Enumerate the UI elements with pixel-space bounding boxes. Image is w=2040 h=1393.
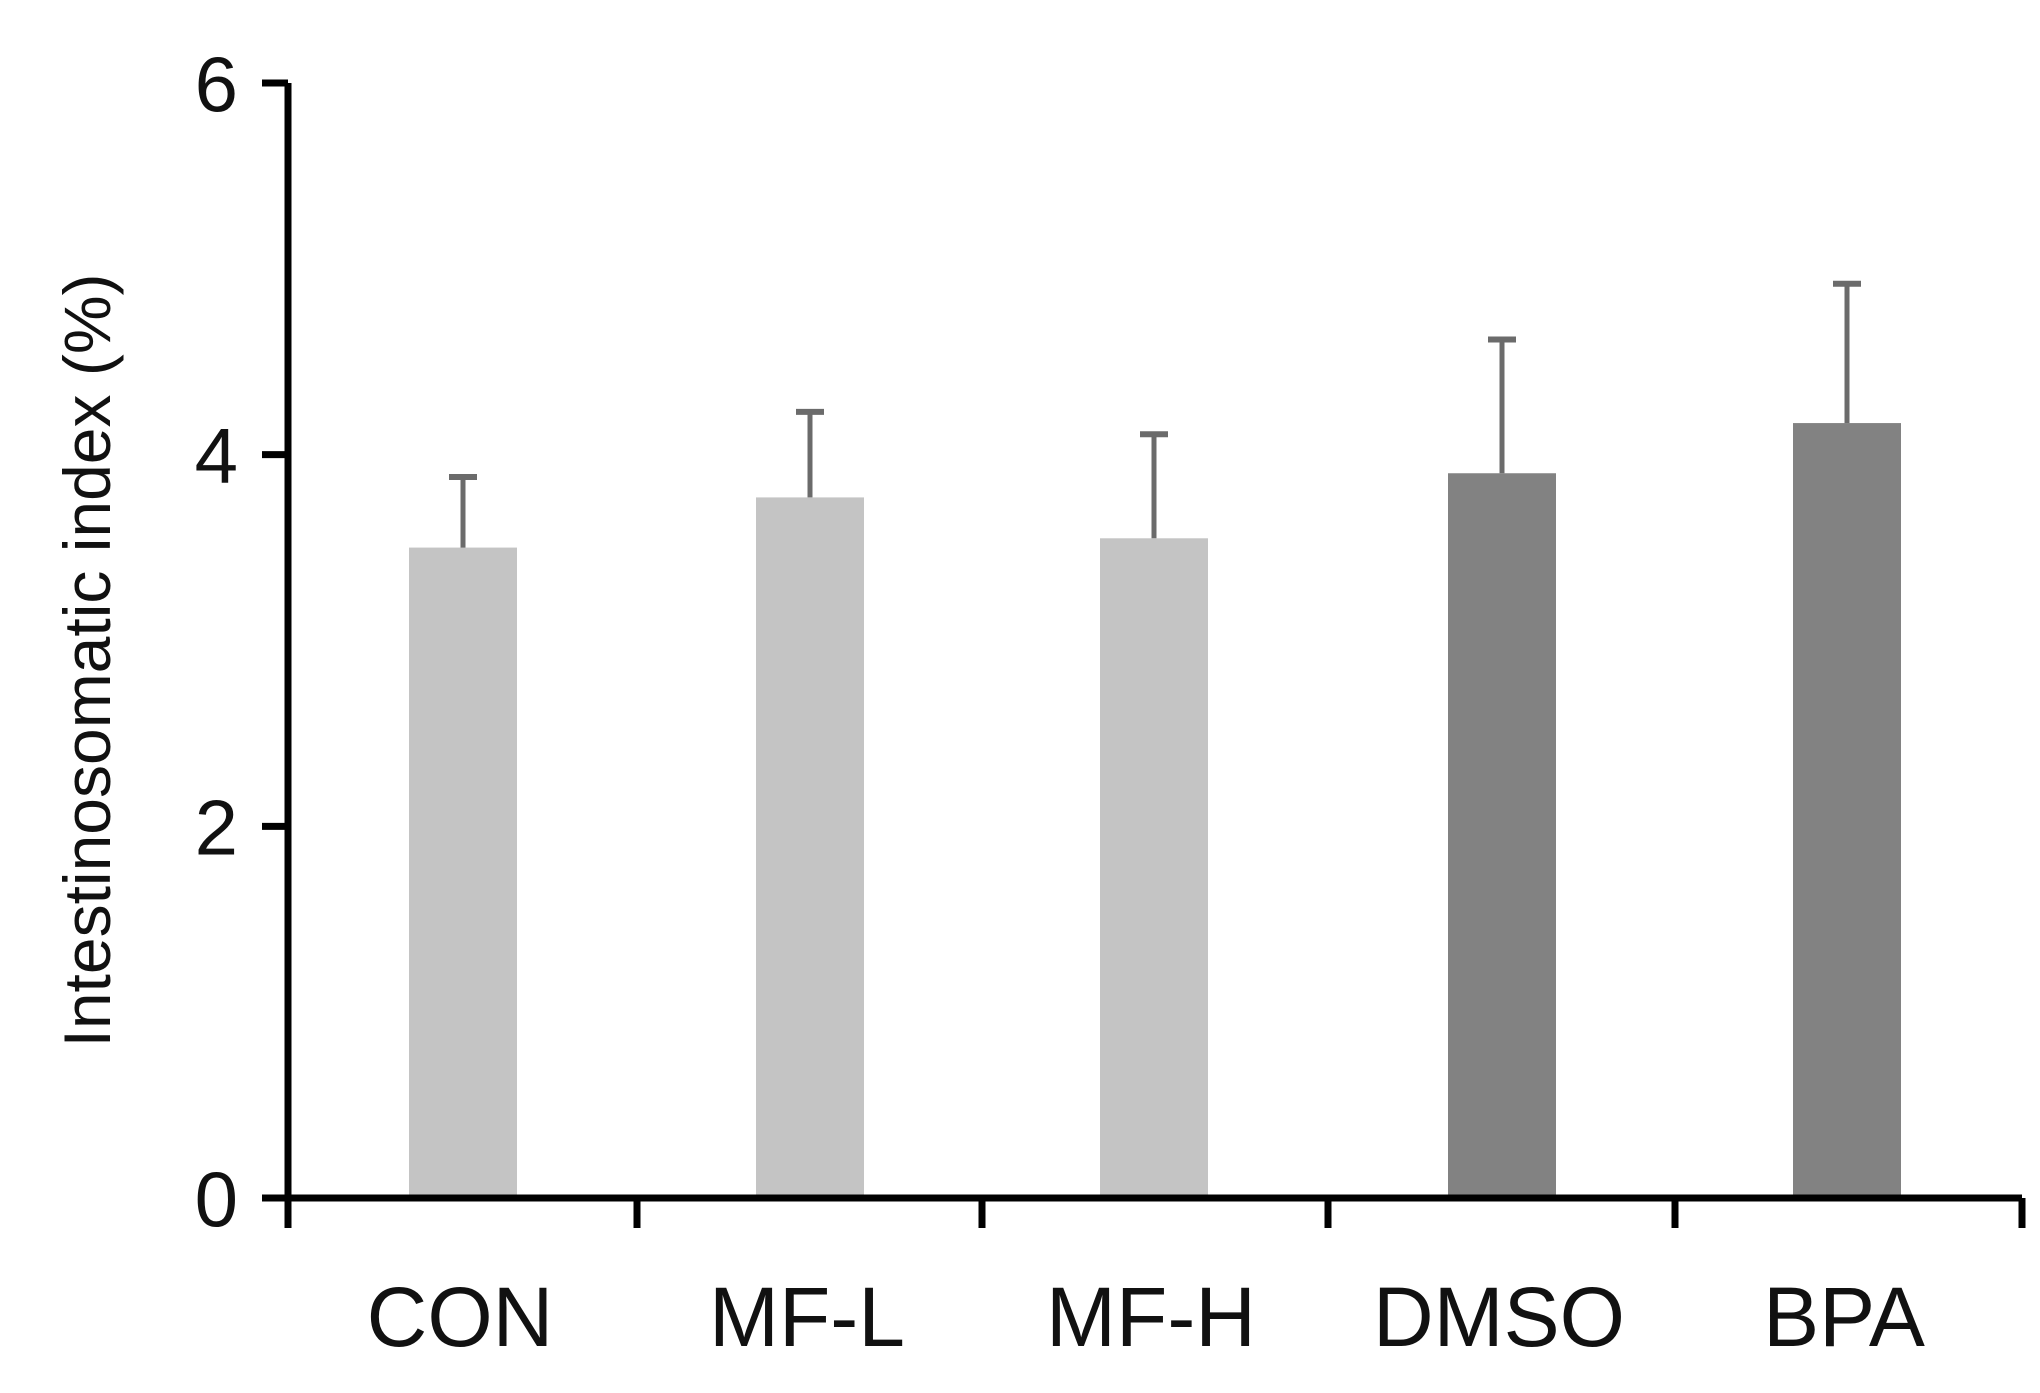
x-category-label: DMSO <box>1373 1270 1625 1364</box>
y-tick-label: 2 <box>195 783 238 871</box>
bar-mf-h <box>1100 538 1208 1198</box>
y-tick-label: 6 <box>195 40 238 128</box>
x-axis-labels: CON MF-L MF-H DMSO BPA <box>367 1270 1925 1364</box>
x-category-label: MF-L <box>709 1270 905 1364</box>
axes <box>262 83 2026 1228</box>
y-axis-ticks: 0 2 4 6 <box>195 40 288 1243</box>
bar-mf-l <box>756 497 864 1198</box>
bar-con <box>409 547 517 1198</box>
y-axis-title: Intestinosomatic index (%) <box>50 274 124 1048</box>
x-category-label: BPA <box>1763 1270 1925 1364</box>
bar-dmso <box>1448 473 1556 1198</box>
y-tick-label: 0 <box>195 1155 238 1243</box>
bar-bpa <box>1793 423 1901 1198</box>
error-bars <box>449 280 1861 548</box>
x-category-label: MF-H <box>1046 1270 1256 1364</box>
x-category-label: CON <box>367 1270 554 1364</box>
y-tick-label: 4 <box>195 412 238 500</box>
bars <box>409 423 1901 1198</box>
